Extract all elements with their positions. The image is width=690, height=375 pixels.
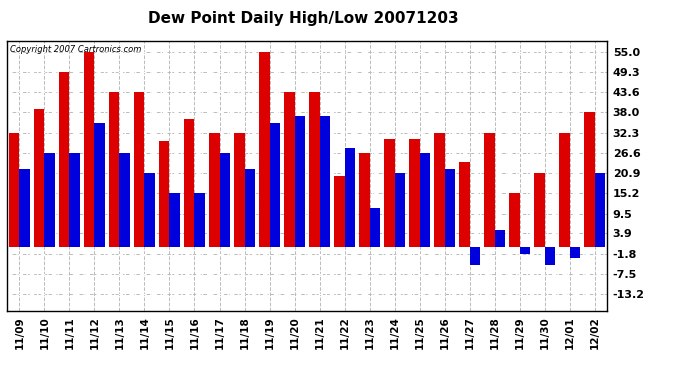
Bar	[520, 247, 530, 254]
Bar	[344, 148, 355, 247]
Bar	[359, 153, 370, 247]
Bar	[470, 247, 480, 265]
Bar	[484, 132, 495, 247]
Bar	[334, 176, 344, 247]
Bar	[509, 193, 520, 247]
Bar	[284, 92, 295, 247]
Bar	[559, 132, 570, 247]
Bar	[84, 52, 95, 247]
Bar	[495, 230, 505, 247]
Bar	[309, 92, 319, 247]
Text: Copyright 2007 Cartronics.com: Copyright 2007 Cartronics.com	[10, 45, 141, 54]
Bar	[9, 132, 19, 247]
Bar	[70, 153, 80, 247]
Bar	[409, 139, 420, 247]
Bar	[584, 112, 595, 247]
Bar	[144, 173, 155, 247]
Bar	[195, 193, 205, 247]
Bar	[34, 109, 44, 247]
Bar	[370, 208, 380, 247]
Bar	[444, 169, 455, 247]
Bar	[19, 169, 30, 247]
Bar	[95, 123, 105, 247]
Bar	[244, 169, 255, 247]
Bar	[134, 92, 144, 247]
Bar	[295, 116, 305, 247]
Bar	[459, 162, 470, 247]
Bar	[159, 141, 170, 247]
Bar	[270, 123, 280, 247]
Bar	[319, 116, 330, 247]
Bar	[595, 173, 605, 247]
Bar	[395, 173, 405, 247]
Bar	[434, 132, 444, 247]
Bar	[109, 92, 119, 247]
Bar	[59, 72, 70, 247]
Bar	[209, 132, 219, 247]
Bar	[420, 153, 430, 247]
Bar	[44, 153, 55, 247]
Bar	[170, 193, 180, 247]
Bar	[384, 139, 395, 247]
Text: Dew Point Daily High/Low 20071203: Dew Point Daily High/Low 20071203	[148, 11, 459, 26]
Bar	[219, 153, 230, 247]
Bar	[119, 153, 130, 247]
Bar	[234, 132, 244, 247]
Bar	[544, 247, 555, 265]
Bar	[259, 52, 270, 247]
Bar	[570, 247, 580, 258]
Bar	[534, 173, 544, 247]
Bar	[184, 119, 195, 247]
